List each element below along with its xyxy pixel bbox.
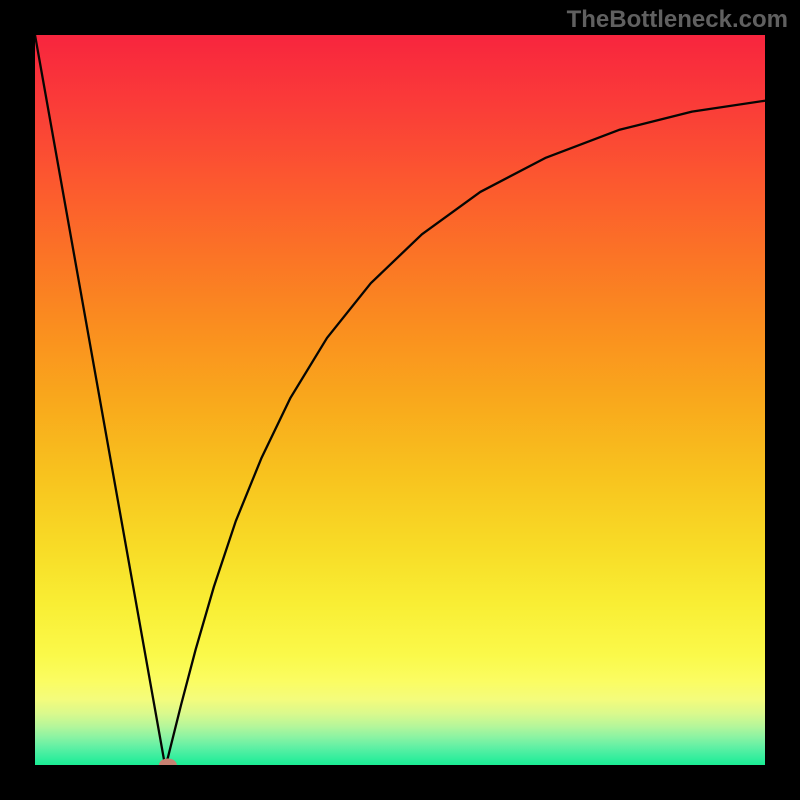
chart-svg: [35, 35, 765, 765]
watermark-text: TheBottleneck.com: [567, 6, 788, 34]
plot-area: [35, 35, 765, 765]
